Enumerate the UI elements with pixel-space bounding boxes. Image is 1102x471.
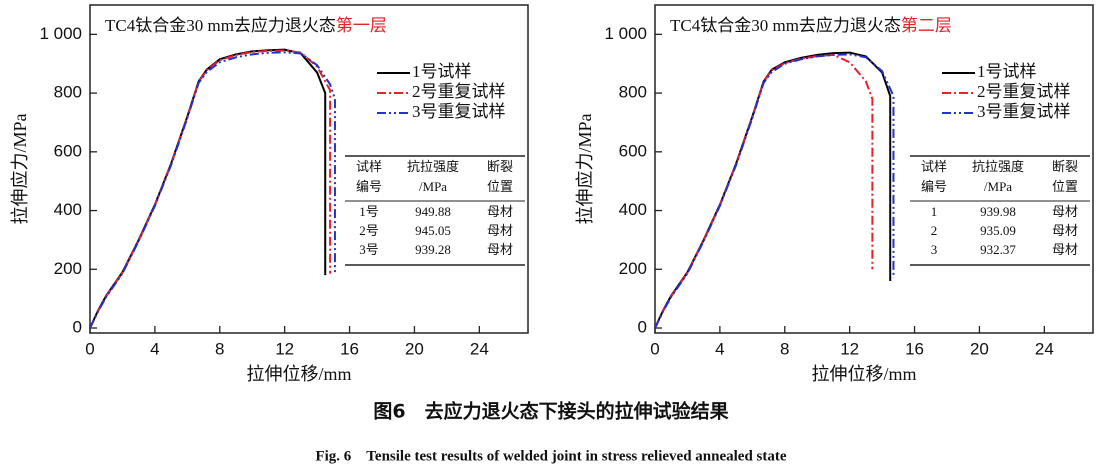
- table-header: 编号: [921, 179, 947, 194]
- table-cell: 母材: [487, 223, 513, 238]
- series-line: [654, 53, 874, 329]
- table-cell: 939.98: [980, 204, 1016, 219]
- x-tick-label: 12: [275, 339, 294, 358]
- title-main: TC4钛合金30 mm去应力退火态: [670, 16, 901, 35]
- table-header: 试样: [356, 159, 382, 174]
- y-tick-label: 1 000: [39, 24, 82, 43]
- table-header: 位置: [487, 179, 513, 194]
- x-tick-label: 20: [405, 339, 424, 358]
- caption-en: Fig. 6 Tensile test results of welded jo…: [315, 448, 786, 464]
- chart-title: TC4钛合金30 mm去应力退火态第二层: [670, 16, 952, 35]
- table-cell: 母材: [1052, 242, 1078, 257]
- series-line: [654, 51, 892, 329]
- x-tick-label: 12: [840, 339, 859, 358]
- table-header: 断裂: [487, 159, 513, 174]
- table-cell: 939.28: [415, 242, 451, 257]
- x-tick-label: 4: [715, 339, 724, 358]
- table-cell: 2: [931, 223, 938, 238]
- y-tick-label: 0: [638, 317, 647, 336]
- table-header: 断裂: [1052, 159, 1078, 174]
- table-cell: 1: [931, 204, 938, 219]
- table-cell: 3: [931, 242, 938, 257]
- table-header: /MPa: [419, 179, 447, 194]
- x-tick-label: 0: [85, 339, 94, 358]
- table-cell: 3号: [359, 242, 379, 257]
- table-header: /MPa: [984, 179, 1012, 194]
- series-line: [89, 49, 332, 329]
- plot-frame: [654, 4, 1094, 334]
- series-line: [89, 51, 336, 329]
- table-cell: 母材: [487, 204, 513, 219]
- y-tick-label: 800: [619, 83, 647, 102]
- plot-frame: [89, 4, 529, 334]
- table-cell: 932.37: [980, 242, 1016, 257]
- table-cell: 945.05: [415, 223, 451, 238]
- table-header: 抗拉强度: [407, 159, 459, 174]
- legend-label: 2号重复试样: [412, 82, 506, 101]
- legend-label: 3号重复试样: [977, 102, 1071, 121]
- series-line: [89, 48, 327, 329]
- x-tick-label: 0: [650, 339, 659, 358]
- table-cell: 母材: [1052, 204, 1078, 219]
- y-tick-label: 200: [619, 259, 647, 278]
- table-cell: 1号: [359, 204, 379, 219]
- x-tick-label: 24: [1035, 339, 1054, 358]
- series-line: [654, 53, 895, 329]
- x-tick-label: 16: [340, 339, 359, 358]
- y-tick-label: 400: [54, 200, 82, 219]
- y-axis-label: 拉伸应力/MPa: [575, 113, 595, 224]
- chart-title: TC4钛合金30 mm去应力退火态第一层: [105, 16, 387, 35]
- legend-label: 1号试样: [412, 62, 472, 81]
- x-axis-label: 拉伸位移/mm: [811, 364, 916, 384]
- title-highlight: 第一层: [336, 16, 387, 35]
- title-main: TC4钛合金30 mm去应力退火态: [105, 16, 336, 35]
- legend-label: 3号重复试样: [412, 102, 506, 121]
- caption-cn: 图6 去应力退火态下接头的拉伸试验结果: [373, 400, 728, 423]
- title-highlight: 第二层: [901, 16, 952, 35]
- x-tick-label: 16: [905, 339, 924, 358]
- table-header: 试样: [921, 159, 947, 174]
- legend-label: 2号重复试样: [977, 82, 1071, 101]
- y-tick-label: 600: [54, 141, 82, 160]
- table-cell: 2号: [359, 223, 379, 238]
- y-axis-label: 拉伸应力/MPa: [10, 113, 30, 224]
- x-tick-label: 24: [470, 339, 489, 358]
- y-tick-label: 600: [619, 141, 647, 160]
- x-axis-label: 拉伸位移/mm: [246, 364, 351, 384]
- table-cell: 949.88: [415, 204, 451, 219]
- table-header: 位置: [1052, 179, 1078, 194]
- x-tick-label: 8: [780, 339, 789, 358]
- table-cell: 母材: [1052, 223, 1078, 238]
- table-cell: 母材: [487, 242, 513, 257]
- y-tick-label: 1 000: [604, 24, 647, 43]
- y-tick-label: 200: [54, 259, 82, 278]
- y-tick-label: 0: [73, 317, 82, 336]
- table-header: 抗拉强度: [972, 159, 1024, 174]
- legend-label: 1号试样: [977, 62, 1037, 81]
- y-tick-label: 400: [619, 200, 647, 219]
- x-tick-label: 20: [970, 339, 989, 358]
- table-header: 编号: [356, 179, 382, 194]
- x-tick-label: 4: [150, 339, 159, 358]
- table-cell: 935.09: [980, 223, 1016, 238]
- y-tick-label: 800: [54, 83, 82, 102]
- x-tick-label: 8: [215, 339, 224, 358]
